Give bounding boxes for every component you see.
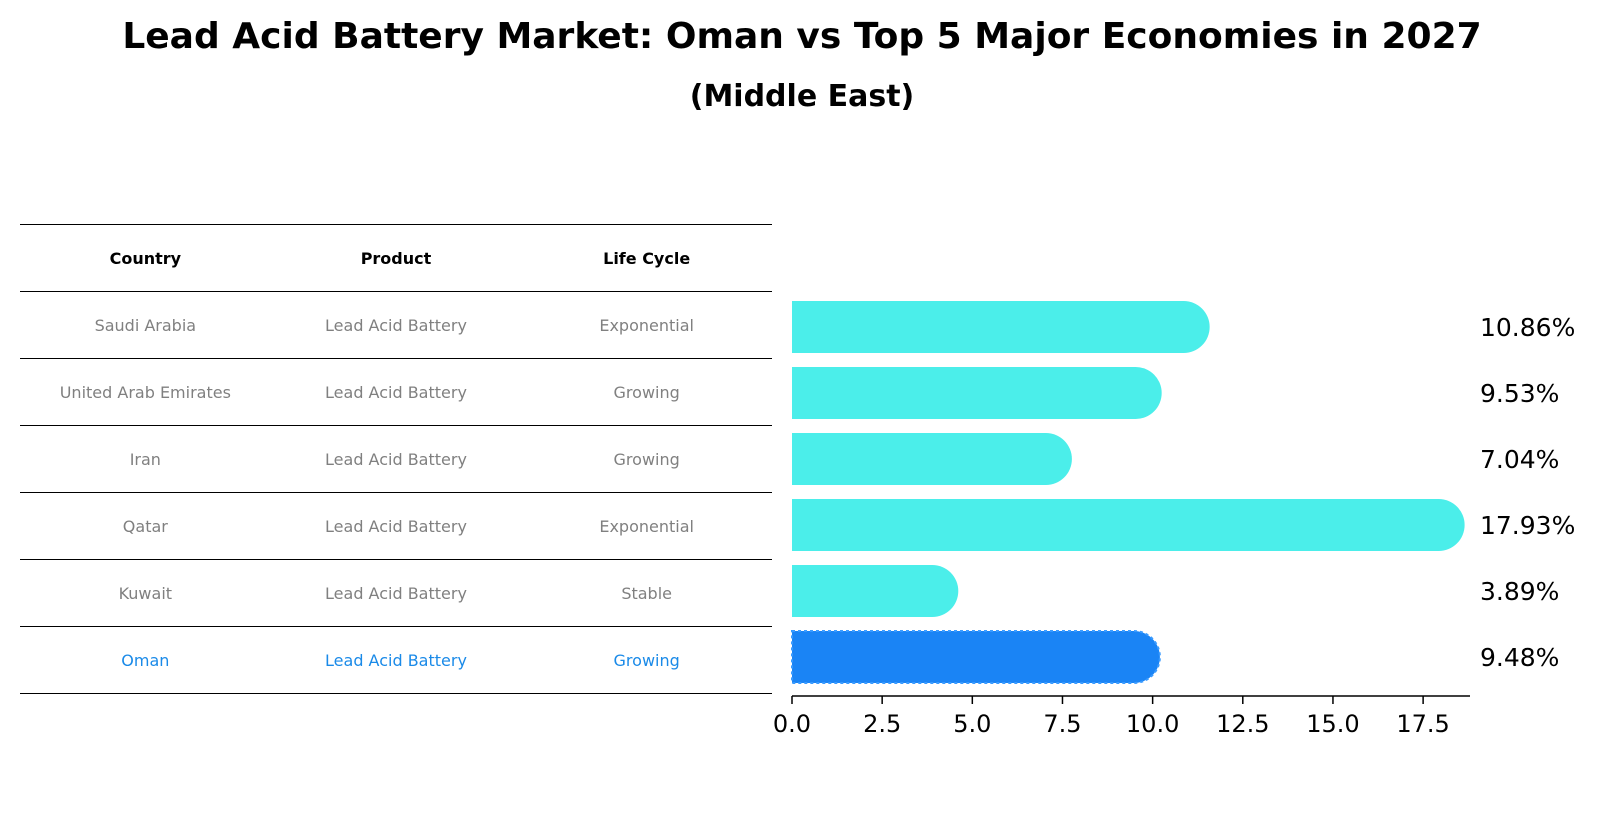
table-row: Saudi Arabia Lead Acid Battery Exponenti… [20,291,772,359]
cell-country: United Arab Emirates [20,358,271,426]
cell-product: Lead Acid Battery [270,559,522,627]
cell-country: Qatar [20,492,271,560]
x-tick-label: 17.5 [1396,710,1449,738]
table-row: United Arab Emirates Lead Acid Battery G… [20,358,772,426]
cell-life-cycle: Exponential [521,492,772,560]
cell-country: Iran [20,425,271,493]
x-tick-label: 7.5 [1043,710,1081,738]
cell-life-cycle: Exponential [521,291,772,359]
cell-life-cycle: Growing [521,425,772,493]
chart-title: Lead Acid Battery Market: Oman vs Top 5 … [122,16,1482,57]
value-label: 7.04% [1480,445,1559,474]
x-tick-label: 0.0 [773,710,811,738]
chart-subtitle: (Middle East) [689,79,915,114]
value-label: 3.89% [1480,577,1559,606]
bar-highlight [791,630,1161,684]
cell-country: Kuwait [20,559,271,627]
value-label: 9.48% [1480,643,1559,672]
bar [792,433,1072,485]
cell-product: Lead Acid Battery [270,626,522,694]
table-row: Kuwait Lead Acid Battery Stable [20,559,772,627]
cell-product: Lead Acid Battery [270,358,522,426]
x-tick-label: 5.0 [953,710,991,738]
x-tick-label: 12.5 [1216,710,1269,738]
bar [792,367,1162,419]
cell-product: Lead Acid Battery [270,425,522,493]
table-row: Iran Lead Acid Battery Growing [20,425,772,493]
x-tick-label: 15.0 [1306,710,1359,738]
header-product: Product [270,224,522,292]
value-label: 10.86% [1480,313,1575,342]
cell-product: Lead Acid Battery [270,492,522,560]
bar [792,301,1210,353]
value-label: 9.53% [1480,379,1559,408]
header-life-cycle: Life Cycle [521,224,772,292]
table-header-row: Country Product Life Cycle [20,224,772,292]
cell-life-cycle: Growing [521,626,772,694]
header-country: Country [20,224,271,292]
x-tick-label: 2.5 [863,710,901,738]
market-table: Country Product Life Cycle Saudi Arabia … [20,224,772,694]
table-row: Qatar Lead Acid Battery Exponential [20,492,772,560]
cell-life-cycle: Stable [521,559,772,627]
table-row-highlight: Oman Lead Acid Battery Growing [20,626,772,694]
cell-country: Saudi Arabia [20,291,271,359]
value-label: 17.93% [1480,511,1575,540]
cell-product: Lead Acid Battery [270,291,522,359]
bar [792,499,1465,551]
cell-life-cycle: Growing [521,358,772,426]
cell-country: Oman [20,626,271,694]
x-tick-label: 10.0 [1126,710,1179,738]
bar [792,565,959,617]
